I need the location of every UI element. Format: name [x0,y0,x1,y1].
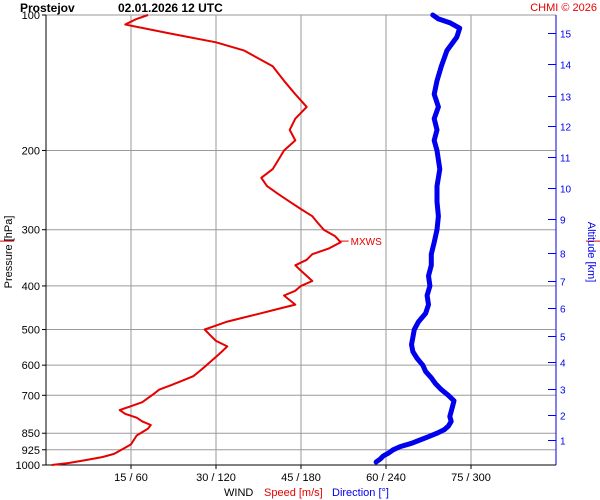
altitude-axis-label: Altitude [km] [585,222,597,283]
direction-series-line [373,12,463,465]
datetime: 02.01.2026 12 UTC [118,1,223,15]
pressure-tick-label: 600 [22,360,40,372]
pressure-tick-label: 500 [22,325,40,337]
direction-axis-title: Direction [°] [332,487,389,499]
altitude-tick-label: 7 [560,278,566,289]
annotation-layer: MXWS [0,237,600,248]
pressure-axis-label: Pressure [hPa] [3,216,15,289]
pressure-tick-label: 925 [22,445,40,457]
credit-text: CHMI © 2026 [530,2,597,14]
pressure-tick-label: 850 [22,428,40,440]
pressure-tick-label: 300 [22,225,40,237]
wind-tick-label: 60 / 240 [366,472,406,484]
altitude-tick-label: 15 [560,30,572,41]
station-name: Prostejov [20,1,75,15]
pressure-tick-label: 700 [22,390,40,402]
pressure-axis: 100 200 300 400 500 600 700 850 925 1000 [16,10,46,472]
altitude-tick-label: 1 [560,437,566,448]
altitude-tick-label: 9 [560,216,566,227]
altitude-tick-label: 5 [560,333,566,344]
speed-axis-title: Speed [m/s] [264,487,323,499]
altitude-tick-label: 4 [560,359,566,370]
wind-axis: 15 / 60 30 / 120 45 / 180 60 / 240 75 / 300 [114,465,491,484]
wind-tick-label: 30 / 120 [196,472,236,484]
pressure-tick-label: 200 [22,145,40,157]
series-layer [51,12,463,466]
altitude-tick-label: 11 [560,154,571,165]
altitude-tick-label: 12 [560,123,572,134]
mxws-label: MXWS [351,237,382,248]
wind-tick-label: 15 / 60 [114,472,148,484]
altitude-tick-label: 8 [560,250,566,261]
altitude-tick-label: 10 [560,185,572,196]
altitude-tick-label: 3 [560,386,566,397]
wind-tick-label: 45 / 180 [281,472,321,484]
speed-series-line [51,14,342,466]
altitude-tick-label: 6 [560,305,566,316]
x-axis-title: WIND [224,487,253,499]
pressure-tick-label: 100 [22,10,40,22]
wind-tick-label: 75 / 300 [451,472,491,484]
pressure-tick-label: 1000 [16,460,40,472]
pressure-tick-label: 400 [22,281,40,293]
grid-layer [46,14,556,466]
altitude-tick-label: 2 [560,412,566,423]
altitude-tick-label: 13 [560,93,572,104]
altitude-tick-label: 14 [560,61,572,72]
